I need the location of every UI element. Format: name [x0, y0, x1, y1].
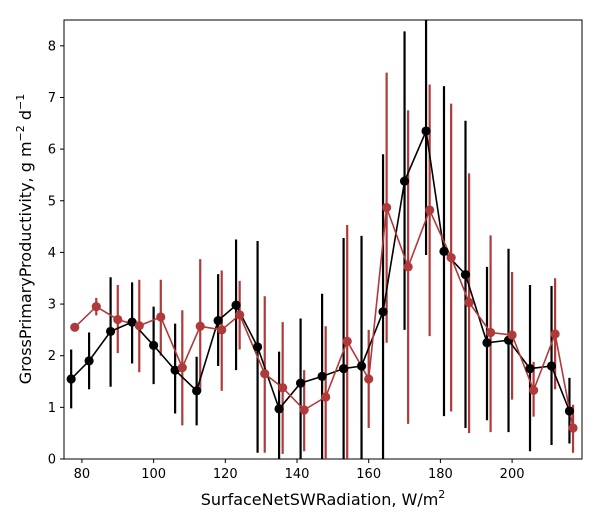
data-point-s1-11	[295, 378, 306, 388]
data-point-s1-1	[84, 356, 94, 366]
y-tick-label-2: 2	[48, 349, 56, 364]
data-point-s1-23	[546, 361, 557, 371]
data-point-s1-22	[525, 364, 535, 374]
x-axis-label-sup: 2	[438, 488, 445, 501]
x-tick-label-80: 80	[74, 467, 91, 482]
data-point-s2-9	[260, 369, 270, 379]
data-point-s1-6	[192, 386, 202, 396]
data-point-s2-5	[177, 362, 187, 373]
data-point-s1-3	[127, 317, 137, 327]
y-tick-label-3: 3	[48, 298, 56, 313]
data-point-s2-7	[217, 325, 227, 335]
series-points	[66, 126, 578, 433]
y-axis: 0 1 2 3 4 5 6 7 8	[48, 39, 64, 468]
x-axis: 80 100 120 140 160 180 200	[74, 459, 525, 482]
data-point-s2-21	[507, 330, 517, 340]
y-tick-label-4: 4	[48, 246, 56, 261]
data-point-s1-13	[339, 364, 349, 374]
x-axis-label-main: SurfaceNetSWRadiation, W/m	[201, 490, 439, 509]
x-tick-label-100: 100	[141, 467, 166, 482]
data-point-s1-7	[213, 315, 223, 326]
y-tick-label-7: 7	[48, 91, 56, 106]
data-point-s1-20	[482, 338, 492, 348]
data-point-s1-0	[66, 374, 76, 384]
data-point-s2-14	[364, 374, 374, 384]
data-point-s2-1	[91, 302, 101, 312]
x-tick-label-200: 200	[500, 467, 525, 482]
data-point-s1-19	[460, 270, 471, 280]
data-point-s2-11	[299, 405, 309, 415]
y-axis-label-part-3: d	[16, 110, 35, 125]
y-tick-label-6: 6	[48, 143, 56, 158]
data-point-s1-4	[149, 340, 159, 350]
data-point-s2-20	[485, 327, 496, 338]
data-point-s2-16	[403, 262, 413, 272]
data-point-s1-12	[317, 371, 327, 381]
data-point-s1-10	[274, 404, 284, 414]
data-point-s2-13	[342, 336, 352, 346]
data-point-s2-6	[195, 321, 205, 331]
y-tick-label-0: 0	[48, 453, 56, 468]
x-tick-label-180: 180	[428, 467, 453, 482]
data-point-s2-4	[156, 312, 166, 322]
data-point-s1-2	[106, 326, 116, 337]
y-axis-label-part-1: GrossPrimaryProductivity, g m	[16, 141, 35, 384]
y-axis-label-part-4: −1	[14, 94, 27, 110]
data-point-s2-19	[464, 297, 474, 308]
data-point-s2-2	[113, 314, 123, 325]
data-point-s2-3	[134, 321, 144, 331]
data-point-s2-24	[568, 423, 578, 433]
x-tick-label-140: 140	[285, 467, 310, 482]
y-tick-label-8: 8	[48, 39, 56, 54]
data-point-s2-15	[382, 202, 392, 213]
data-point-s1-17	[421, 126, 431, 136]
data-point-s2-0	[70, 322, 80, 332]
y-tick-label-1: 1	[48, 401, 56, 416]
data-point-s2-10	[278, 383, 288, 393]
data-point-s1-14	[356, 361, 367, 371]
x-axis-label: SurfaceNetSWRadiation, W/m2	[201, 488, 446, 509]
data-point-s1-18	[439, 246, 449, 256]
data-point-s1-8	[231, 300, 241, 310]
data-point-s2-18	[446, 252, 456, 263]
y-axis-label-part-2: −2	[14, 125, 27, 141]
y-tick-label-5: 5	[48, 194, 56, 209]
data-point-s2-22	[529, 385, 539, 395]
data-point-s1-15	[378, 307, 388, 317]
data-point-s2-23	[550, 329, 560, 339]
data-point-s1-16	[399, 176, 410, 186]
x-tick-label-120: 120	[213, 467, 238, 482]
y-axis-label: GrossPrimaryProductivity, g m−2 d−1	[14, 94, 35, 384]
data-point-s2-12	[321, 392, 331, 402]
data-point-s1-24	[564, 406, 575, 416]
x-tick-label-160: 160	[356, 467, 381, 482]
data-point-s1-9	[252, 342, 263, 352]
data-point-s2-8	[235, 310, 245, 320]
data-point-s1-5	[170, 365, 180, 375]
data-point-s2-17	[425, 205, 435, 215]
